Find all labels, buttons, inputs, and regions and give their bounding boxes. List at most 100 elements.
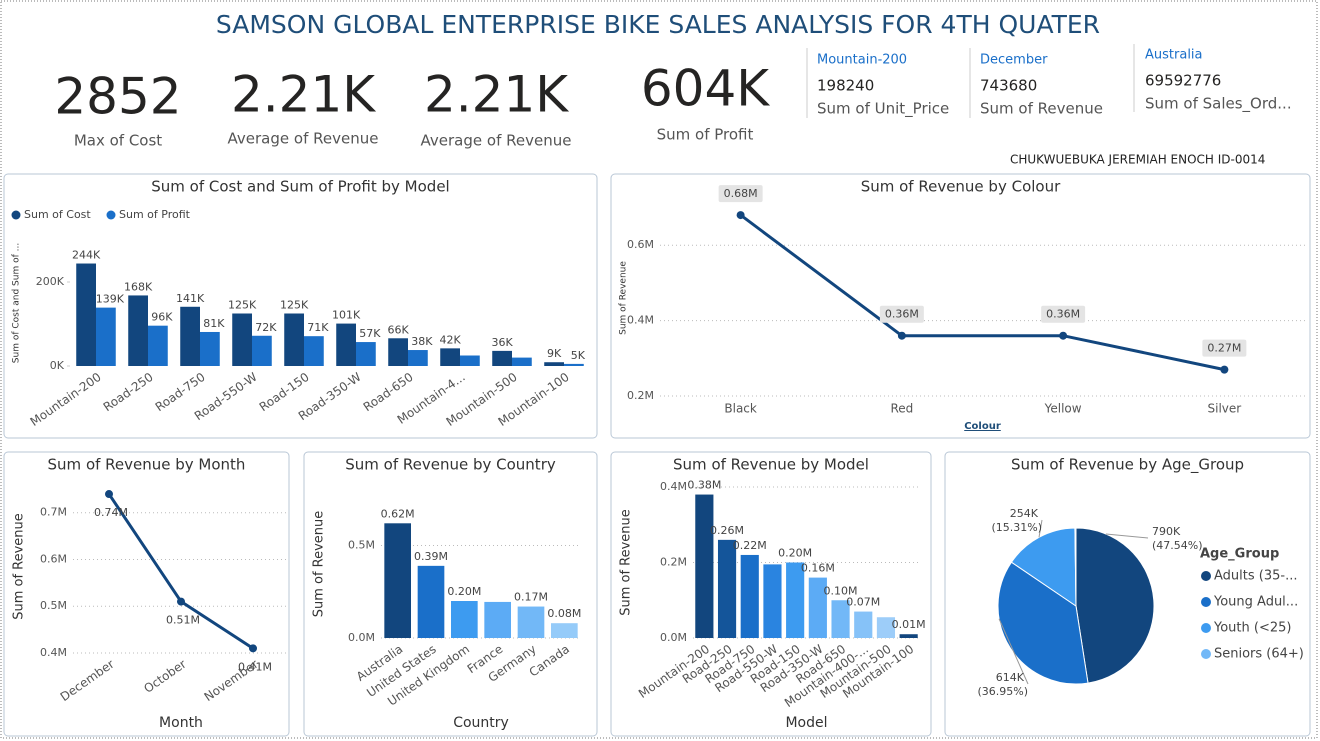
x-tick-label: Red (890, 402, 913, 416)
card-category: Australia (1145, 48, 1203, 63)
value-label: 0.20M (778, 547, 812, 560)
percent-label: (15.31%) (991, 521, 1042, 534)
percent-label: (36.95%) (977, 685, 1028, 698)
bar (451, 601, 478, 638)
card-label: Sum of Sales_Ord... (1145, 95, 1292, 114)
value-label: 0.68M (724, 187, 758, 200)
value-label: 168K (124, 280, 153, 293)
bar (763, 564, 782, 638)
kpi-label: Average of Revenue (228, 130, 379, 148)
bar (96, 307, 116, 366)
y-tick-label: 0K (50, 359, 65, 372)
value-label: 42K (440, 333, 462, 346)
chart-title: Sum of Revenue by Age_Group (1011, 456, 1244, 475)
legend-label: Adults (35-... (1214, 569, 1297, 584)
value-label: 0.01M (892, 618, 926, 631)
kpi-value: 2.21K (424, 66, 569, 124)
bar (899, 634, 918, 638)
dashboard-title: SAMSON GLOBAL ENTERPRISE BIKE SALES ANAL… (216, 10, 1100, 39)
legend-label: Sum of Profit (119, 208, 191, 221)
x-tick-label: Silver (1208, 402, 1242, 416)
kpi-label: Average of Revenue (421, 132, 572, 150)
bar (200, 331, 220, 366)
value-label: 614K (996, 671, 1025, 684)
y-tick-label: 0.2M (627, 389, 654, 402)
label-bg (879, 305, 924, 323)
bar (831, 600, 850, 638)
card-value: 743680 (980, 77, 1037, 95)
card-value: 198240 (817, 77, 874, 95)
value-label: 38K (411, 335, 433, 348)
x-axis-title: Model (785, 715, 827, 731)
value-label: 0.26M (710, 524, 744, 537)
legend-title: Age_Group (1200, 547, 1279, 562)
legend-label: Sum of Cost (24, 208, 91, 221)
value-label: 0.36M (885, 308, 919, 321)
bar (717, 539, 737, 638)
bar (564, 363, 584, 366)
value-label: 101K (332, 309, 361, 322)
bar (544, 362, 564, 366)
value-label: 139K (96, 293, 125, 306)
label-bg (1041, 305, 1086, 323)
value-label: 0.51M (166, 614, 200, 627)
value-label: 0.38M (687, 479, 721, 492)
bar (512, 357, 532, 366)
value-label: 0.74M (94, 506, 128, 519)
panel (3, 173, 598, 439)
bar (417, 565, 445, 638)
point (105, 490, 113, 499)
value-label: 0.07M (846, 596, 880, 609)
percent-label: (47.54%) (1152, 539, 1203, 552)
bar (148, 325, 168, 366)
card-category: Mountain-200 (817, 53, 907, 68)
pie-slice (1074, 527, 1077, 607)
leader-line (1038, 519, 1043, 538)
x-tick-label: Yellow (1044, 402, 1082, 416)
panel (303, 451, 598, 737)
value-label: 125K (228, 299, 257, 312)
bar (740, 554, 759, 638)
bar (76, 263, 96, 366)
legend-marker (1201, 597, 1211, 607)
y-tick-label: 0.4M (40, 646, 67, 659)
kpi-label: Sum of Profit (657, 126, 754, 144)
pie-slice (1075, 527, 1155, 684)
point (249, 644, 257, 653)
chart-title: Sum of Revenue by Model (673, 456, 869, 474)
value-label: 0.20M (447, 585, 481, 598)
bar (284, 313, 304, 366)
bar (484, 601, 511, 638)
legend-marker (1201, 649, 1211, 659)
value-label: 0.62M (381, 507, 415, 520)
chart-title: Sum of Cost and Sum of Profit by Model (151, 178, 449, 196)
bar (388, 338, 408, 366)
legend-marker (1201, 571, 1211, 581)
x-axis-title: Month (159, 715, 203, 731)
value-label: 141K (176, 292, 205, 305)
point (1220, 365, 1229, 374)
point (1059, 331, 1068, 340)
x-tick-label: Black (724, 402, 757, 416)
leader-line (1105, 533, 1149, 539)
value-label: 0.39M (414, 550, 448, 563)
value-label: 0.41M (238, 660, 272, 673)
value-label: 57K (359, 327, 381, 340)
y-tick-label: 0.5M (348, 539, 375, 552)
author: CHUKWUEBUKA JEREMIAH ENOCH ID-0014 (1010, 153, 1265, 167)
point (177, 597, 185, 606)
value-label: 72K (255, 321, 277, 334)
value-label: 790K (1152, 525, 1181, 538)
card-label: Sum of Unit_Price (817, 100, 949, 119)
bar (440, 348, 460, 366)
legend-marker (1201, 623, 1211, 633)
y-tick-label: 0.7M (40, 506, 67, 519)
value-label: 0.10M (824, 584, 858, 597)
value-label: 81K (203, 317, 225, 330)
point (897, 331, 906, 340)
x-axis-title: Country (453, 715, 509, 731)
kpi-value: 2.21K (231, 66, 376, 124)
bar (180, 306, 200, 366)
